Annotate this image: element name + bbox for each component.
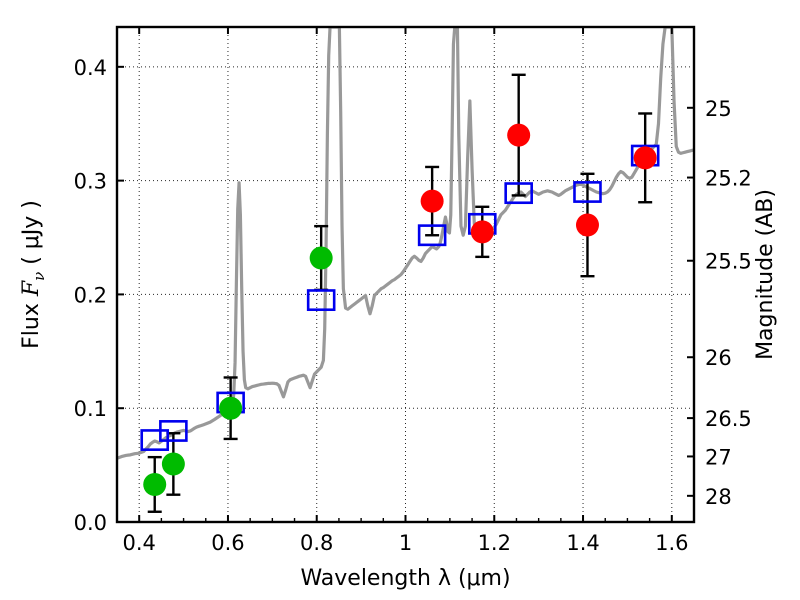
xaxis-label: Wavelength λ (μm) [300,566,510,591]
observed-photometry-point [575,213,599,237]
observed-photometry-point [309,246,333,270]
yaxis-label-right: Magnitude (AB) [753,189,778,360]
ytick-label-left: 0.1 [74,397,107,421]
ytick-label-right: 28 [705,485,732,509]
yaxis-label-unit: ( μJy ) [19,200,44,272]
xtick-label: 0.6 [211,531,244,555]
ytick-label-right: 26.5 [705,407,752,431]
axis-titles: Wavelength λ (μm) Flux Fν ( μJy ) Magnitud… [19,189,778,591]
model-photometry-square [417,224,447,247]
ytick-label-left: 0.4 [74,56,107,80]
observed-photometry-point [219,396,243,420]
xtick-label: 1.6 [655,531,688,555]
yaxis-label-flux: Flux [19,296,44,349]
ytick-label-left: 0.3 [74,170,107,194]
yaxis-label-left: Flux Fν ( μJy ) [19,200,48,349]
ytick-label-right: 25.2 [705,167,752,191]
gridlines [117,27,694,522]
xtick-label: 1.4 [566,531,599,555]
yaxis-label-fnu-sub: ν [30,272,48,281]
observed-photometry-point [470,220,494,244]
model-photometry-square [573,181,602,203]
observed-photometry-point [633,146,657,170]
model-photometry-square [306,289,336,312]
observed-photometry-point [161,452,185,476]
ytick-label-right: 27 [705,445,732,469]
ytick-label-left: 0.0 [74,511,107,535]
model-photometry-square [504,182,533,205]
xtick-label: 0.4 [122,531,155,555]
xtick-label: 1 [399,531,412,555]
yaxis-label-right-text: Magnitude (AB) [753,189,778,360]
yaxis-label-fnu-var: F [19,280,44,297]
xtick-label: 1.2 [478,531,511,555]
observed-photometry-point [507,123,531,147]
yaxis-label-left-text: Flux Fν ( μJy ) [19,200,48,349]
model-photometry-square [159,420,188,442]
axis-ticks [117,27,694,523]
ytick-label-right: 26 [705,346,732,370]
tick-labels: 0.4 0.6 0.8 1 1.2 1.4 1.6 0.0 0.1 0.2 0.3 0.4 25 25.2… [74,56,752,555]
ytick-label-right: 25.5 [705,250,752,274]
ytick-label-left: 0.2 [74,283,107,307]
xtick-label: 0.8 [300,531,333,555]
ytick-label-right: 25 [705,97,732,121]
observed-photometry-point [143,472,167,496]
observed-photometry-point [420,189,444,213]
data-points-group [140,73,660,513]
